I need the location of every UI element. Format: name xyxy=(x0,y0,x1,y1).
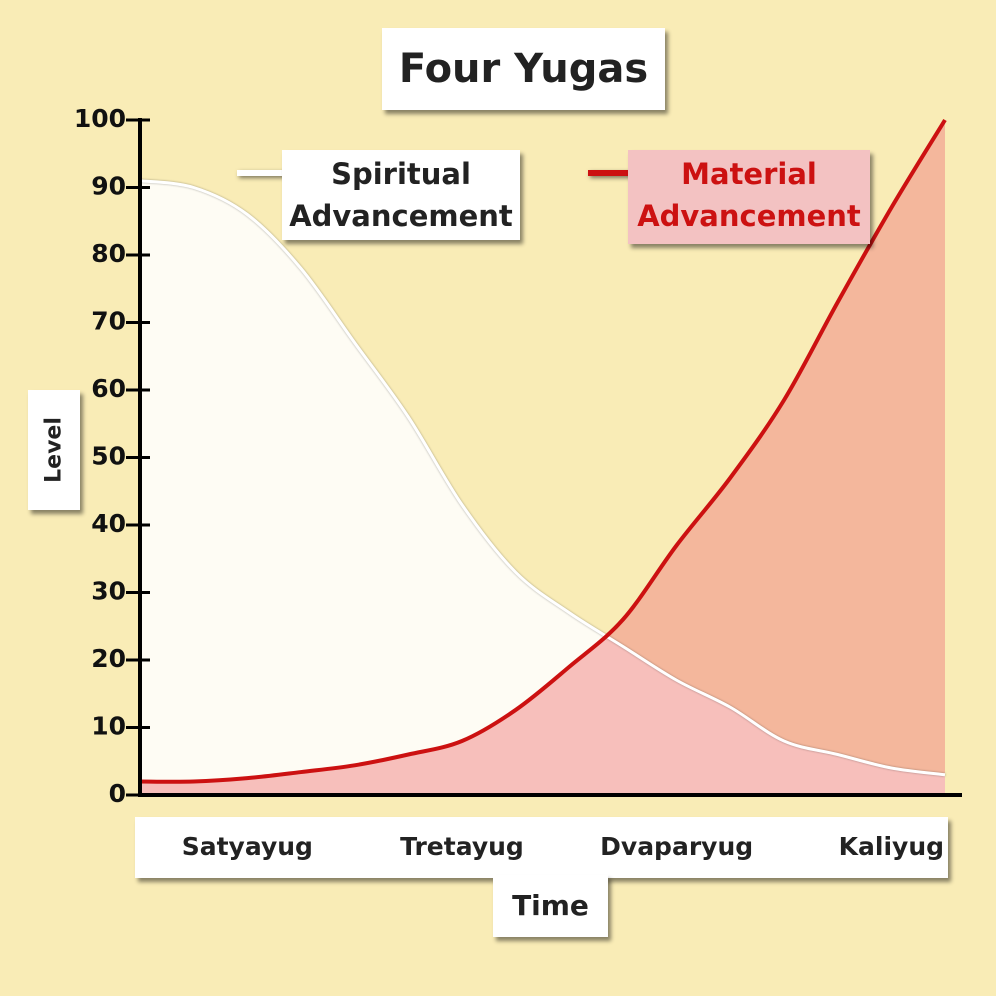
series-area xyxy=(140,180,945,795)
y-axis-label-box: Level xyxy=(28,390,80,510)
y-tick-label: 60 xyxy=(91,374,126,403)
legend-label: Spiritual Advancement xyxy=(282,150,520,240)
y-tick-label: 50 xyxy=(91,442,126,471)
y-tick-label: 0 xyxy=(109,779,126,808)
chart-title: Four Yugas xyxy=(382,28,665,110)
x-tick-label: Kaliyug xyxy=(838,832,945,861)
x-tick-label: Dvaparyug xyxy=(600,832,754,861)
x-category-band xyxy=(135,817,948,878)
y-tick-label: 40 xyxy=(91,509,126,538)
x-tick-label: Satyayug xyxy=(181,832,313,861)
series-line xyxy=(139,179,946,777)
y-tick-label: 70 xyxy=(91,307,126,336)
x-axis-label: Time xyxy=(493,875,608,937)
x-tick-label: Tretayug xyxy=(400,832,524,861)
y-axis-label: Level xyxy=(41,417,67,483)
y-tick-label: 100 xyxy=(74,104,126,133)
legend-label: Material Advancement xyxy=(628,150,870,244)
series-line xyxy=(139,118,947,784)
y-tick-label: 90 xyxy=(91,172,126,201)
y-tick-label: 10 xyxy=(91,712,126,741)
y-tick-label: 80 xyxy=(91,239,126,268)
y-tick-label: 30 xyxy=(91,577,126,606)
series-area xyxy=(140,120,945,795)
y-tick-label: 20 xyxy=(91,644,126,673)
